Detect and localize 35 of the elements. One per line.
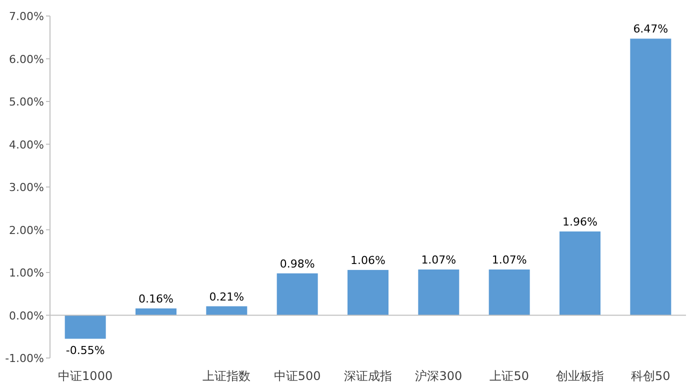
y-tick-label: 4.00%	[9, 138, 44, 152]
bar	[560, 231, 600, 316]
bar	[276, 273, 318, 316]
x-tick-label: 科创50	[631, 369, 670, 383]
data-label: 6.47%	[633, 22, 668, 36]
y-tick-label: 5.00%	[9, 96, 44, 108]
data-label: 1.96%	[562, 215, 598, 228]
x-tick-label: 中证1000	[58, 369, 113, 383]
y-tick-label: -1.00%	[5, 352, 44, 365]
x-tick-label: 深证成指	[344, 369, 392, 383]
data-label: 1.07%	[492, 254, 527, 267]
x-tick-label: 中证500	[274, 369, 321, 383]
x-tick-label: 沪深300	[415, 369, 462, 383]
data-label: 1.06%	[350, 254, 386, 267]
data-label: -0.55%	[66, 344, 105, 357]
y-tick-label: 7.00%	[9, 10, 44, 23]
bar	[418, 270, 460, 316]
bar	[488, 270, 530, 316]
y-tick-label: 2.00%	[9, 224, 44, 237]
bar	[630, 38, 672, 316]
y-tick-label: 6.00%	[9, 52, 44, 66]
x-tick-label: 上证50	[490, 369, 529, 383]
y-tick-label: 3.00%	[9, 181, 44, 194]
bar	[348, 270, 388, 316]
bar	[206, 306, 248, 316]
x-tick-label: 创业板指	[556, 369, 604, 383]
y-tick-label: 1.00%	[9, 266, 44, 280]
data-label: 1.07%	[421, 254, 456, 267]
x-tick-label: 上证指数	[202, 369, 251, 383]
data-label: 0.21%	[209, 290, 244, 304]
data-label: 0.98%	[280, 257, 315, 270]
bar	[64, 315, 106, 339]
bar	[136, 308, 176, 316]
y-tick-label: 0.00%	[9, 309, 44, 322]
data-label: 0.16%	[138, 292, 174, 306]
